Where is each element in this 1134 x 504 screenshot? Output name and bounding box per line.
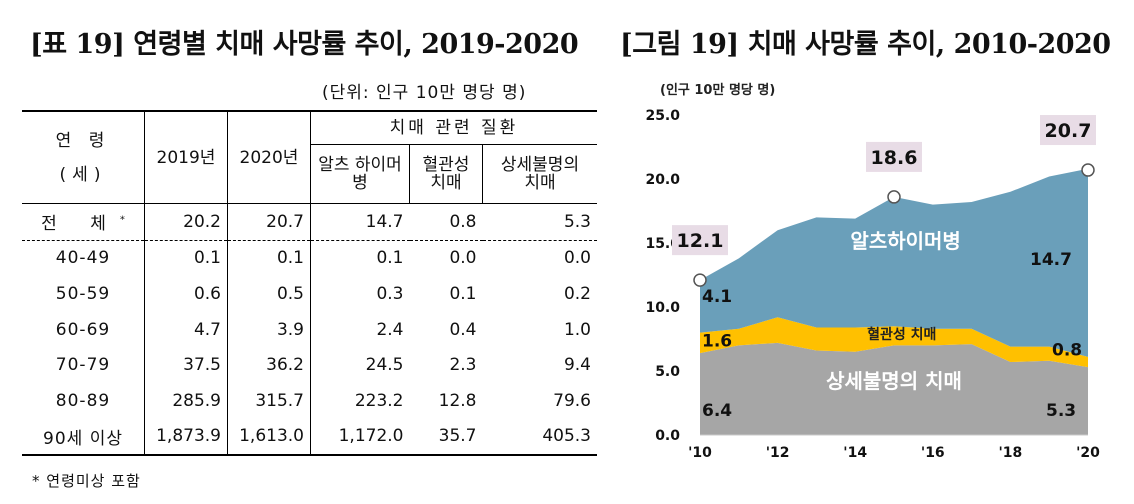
table-title: [표 19] 연령별 치매 사망률 추이, 2019-2020 xyxy=(30,29,579,60)
start-value-alzheimer: 4.1 xyxy=(702,287,732,307)
chart-title: [그림 19] 치매 사망률 추이, 2010-2020 xyxy=(620,29,1111,60)
value-vascular: 0.1 xyxy=(449,283,477,304)
age-cell: 90세 이상 xyxy=(22,418,145,457)
x-tick-label: '10 xyxy=(688,445,712,461)
value-2019: 37.5 xyxy=(144,347,228,383)
start-value-vascular: 1.6 xyxy=(702,332,732,352)
value-alzheimer: 14.7 xyxy=(310,203,410,241)
age-cell: 40-49 xyxy=(22,240,145,277)
total-callout-box xyxy=(672,225,728,256)
value-vascular: 12.8 xyxy=(438,390,477,411)
value-2019: 285.9 xyxy=(144,382,228,419)
x-tick-label: '20 xyxy=(1076,445,1100,461)
table-row: 80-89 285.9 315.7 223.2 12.8 79.6 xyxy=(22,382,597,419)
x-tick-label: '16 xyxy=(921,445,945,461)
table-row: 50-59 0.6 0.5 0.3 0.1 0.2 xyxy=(22,276,597,312)
value-2020: 0.1 xyxy=(227,240,311,277)
x-tick-label: '18 xyxy=(999,445,1023,461)
value-unspecified: 0.2 xyxy=(563,283,591,304)
total-marker xyxy=(1081,163,1095,177)
value-2019: 20.2 xyxy=(144,203,228,241)
value-alzheimer: 24.5 xyxy=(365,355,404,376)
table-row: 60-69 4.7 3.9 2.4 0.4 1.0 xyxy=(22,311,597,348)
value-2019: 4.7 xyxy=(144,311,228,348)
value-2020: 3.9 xyxy=(227,311,311,348)
y-tick-label: 15.0 xyxy=(645,236,680,252)
alzheimer-header: 알츠 하이머병 xyxy=(310,144,410,204)
value-2019: 0.6 xyxy=(144,276,228,312)
label-alzheimer: 알츠하이머병 xyxy=(850,229,960,253)
value-unspecified: 5.3 xyxy=(482,203,597,241)
total-marker xyxy=(693,273,707,287)
age-cell: 60-69 xyxy=(22,311,145,348)
value-2019: 0.1 xyxy=(144,240,228,277)
end-value-vascular: 0.8 xyxy=(1052,341,1082,361)
y-tick-label: 10.0 xyxy=(645,300,680,316)
table-row: 전 체* 20.2 20.7 14.7 0.8 5.3 xyxy=(22,203,597,241)
value-2020: 1,613.0 xyxy=(227,418,311,457)
value-unspecified: 405.3 xyxy=(482,418,597,457)
disease-group-header: 치매 관련 질환 xyxy=(310,111,597,145)
value-2020: 315.7 xyxy=(227,382,311,419)
end-value-alzheimer: 14.7 xyxy=(1030,250,1072,270)
value-vascular: 0.0 xyxy=(449,248,477,269)
y-axis-label: (인구 10만 명당 명) xyxy=(660,82,775,98)
area-series-2 xyxy=(700,168,1088,357)
footnote: * 연령미상 포함 xyxy=(32,472,141,490)
age-header-unit: (세) xyxy=(59,164,107,185)
year-2020-header: 2020년 xyxy=(227,111,311,204)
value-alzheimer: 223.2 xyxy=(354,390,404,411)
age-header: 연 령 (세) xyxy=(22,111,145,204)
x-tick-label: '14 xyxy=(843,445,867,461)
value-unspecified: 1.0 xyxy=(563,319,591,340)
value-vascular: 35.7 xyxy=(409,418,483,457)
start-value-unspecified: 6.4 xyxy=(702,401,732,421)
value-2019: 1,873.9 xyxy=(144,418,228,457)
age-cell: 80-89 xyxy=(22,382,145,419)
unspecified-header: 상세불명의 치매 xyxy=(482,144,597,204)
age-cell: 전 체* xyxy=(22,203,145,241)
value-vascular: 2.3 xyxy=(449,355,477,376)
total-callout-label: 18.6 xyxy=(871,147,918,169)
vascular-header: 혈관성 치매 xyxy=(409,144,483,204)
x-tick-label: '12 xyxy=(766,445,790,461)
value-2020: 0.5 xyxy=(227,276,311,312)
age-header-label: 연 령 xyxy=(55,130,111,151)
mortality-table: 연 령 (세) 2019년 2020년 치매 관련 질환 알츠 하이머병 혈관성… xyxy=(22,110,597,457)
y-tick-label: 25.0 xyxy=(645,108,680,124)
value-2020: 20.7 xyxy=(227,203,311,241)
table-row: 90세 이상 1,873.9 1,613.0 1,172.0 35.7 405.… xyxy=(22,418,597,457)
age-cell: 50-59 xyxy=(22,276,145,312)
value-unspecified: 79.6 xyxy=(553,390,591,411)
value-vascular: 0.8 xyxy=(409,203,483,241)
table-row: 70-79 37.5 36.2 24.5 2.3 9.4 xyxy=(22,347,597,383)
stacked-area-chart: (인구 10만 명당 명) 0.0 5.0 10.0 15.0 20.0 25.0 '10 '1… xyxy=(645,82,1100,461)
age-cell: 70-79 xyxy=(22,347,145,383)
total-callout-box xyxy=(1040,115,1096,146)
total-marker xyxy=(887,190,901,204)
value-alzheimer: 0.3 xyxy=(376,283,404,304)
value-alzheimer: 2.4 xyxy=(376,319,404,340)
value-unspecified: 0.0 xyxy=(563,248,591,269)
area-series-1 xyxy=(700,317,1088,368)
total-callout-label: 12.1 xyxy=(677,230,724,252)
value-2020: 36.2 xyxy=(227,347,311,383)
total-callout-box xyxy=(866,141,922,172)
label-vascular: 혈관성 치매 xyxy=(867,326,936,343)
label-unspecified: 상세불명의 치매 xyxy=(826,369,962,393)
area-series-0 xyxy=(700,342,1088,435)
year-2019-header: 2019년 xyxy=(144,111,228,204)
unit-note: (단위: 인구 10만 명당 명) xyxy=(322,83,527,103)
total-callout-label: 20.7 xyxy=(1045,120,1092,142)
y-tick-label: 5.0 xyxy=(655,364,680,380)
y-tick-label: 0.0 xyxy=(655,428,680,444)
table-row: 40-49 0.1 0.1 0.1 0.0 0.0 xyxy=(22,240,597,277)
value-unspecified: 9.4 xyxy=(563,355,591,376)
end-value-unspecified: 5.3 xyxy=(1046,401,1076,421)
y-tick-label: 20.0 xyxy=(645,172,680,188)
value-alzheimer: 1,172.0 xyxy=(310,418,410,457)
value-vascular: 0.4 xyxy=(449,319,477,340)
value-alzheimer: 0.1 xyxy=(376,248,404,269)
